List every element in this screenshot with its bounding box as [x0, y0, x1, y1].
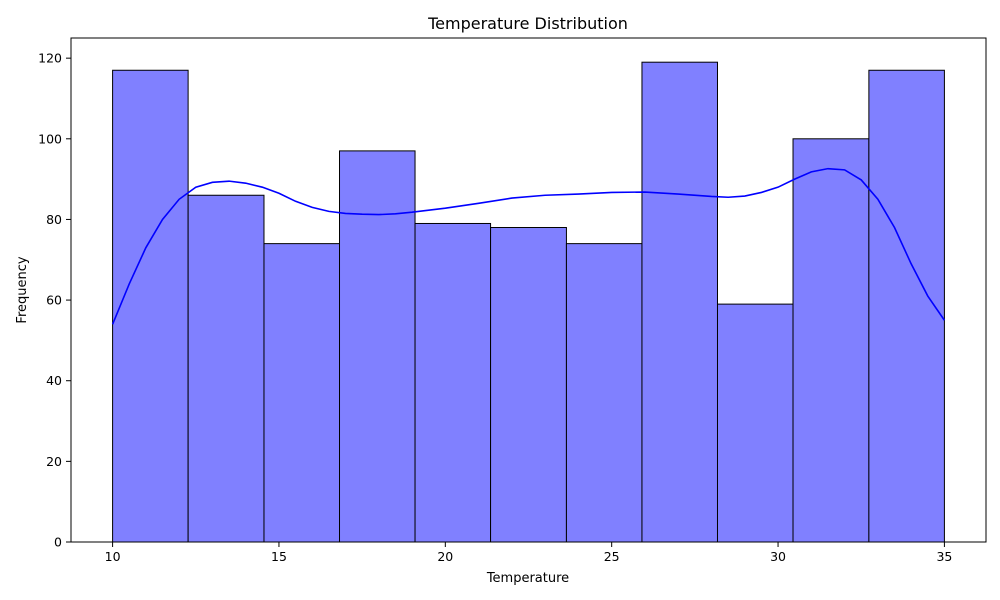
histogram-bar	[792, 138, 870, 543]
histogram-bar	[339, 150, 416, 543]
x-tick-label: 30	[770, 549, 786, 564]
histogram-bar	[716, 303, 794, 543]
y-tick-label: 120	[38, 51, 62, 66]
histogram-bar	[490, 227, 567, 543]
y-tick-label: 0	[54, 535, 62, 550]
y-axis-ticks: 0 20 40 60 80 100 120	[38, 51, 71, 550]
histogram-bar	[565, 243, 643, 543]
histogram-bar	[868, 69, 945, 543]
x-tick-label: 15	[271, 549, 287, 564]
y-tick-label: 40	[46, 373, 62, 388]
x-axis-ticks: 10 15 20 25 30 35	[105, 542, 952, 564]
y-axis-label: Frequency	[15, 256, 30, 323]
x-tick-label: 20	[437, 549, 453, 564]
y-tick-label: 100	[38, 131, 62, 146]
y-tick-label: 20	[46, 454, 62, 469]
y-tick-label: 80	[46, 212, 62, 227]
histogram-bar	[187, 194, 265, 543]
x-axis-label: Temperature	[486, 571, 569, 586]
histogram-bar	[263, 243, 341, 543]
chart-title: Temperature Distribution	[427, 14, 628, 33]
histogram-bar	[641, 61, 718, 543]
y-tick-label: 60	[46, 293, 62, 308]
histogram-bar	[414, 222, 492, 543]
plot-frame	[70, 37, 987, 543]
kde-line	[111, 167, 946, 325]
histogram-bar	[112, 69, 189, 543]
histogram-bars	[112, 61, 945, 543]
x-tick-label: 25	[604, 549, 620, 564]
x-tick-label: 35	[936, 549, 952, 564]
x-tick-label: 10	[105, 549, 121, 564]
